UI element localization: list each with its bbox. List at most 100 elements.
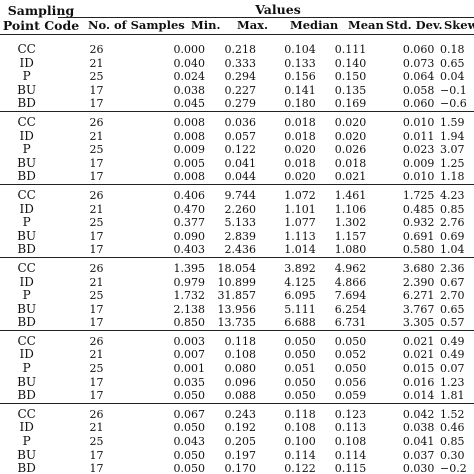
median-cell: 0.100 xyxy=(284,435,316,449)
header-bottom-rule xyxy=(0,34,474,35)
std-dev-cell: 6.271 xyxy=(402,289,435,303)
sampling-point-code-cell: ID xyxy=(19,55,34,70)
min-cell: 0.005 xyxy=(173,156,205,170)
median-cell: 0.020 xyxy=(284,170,316,184)
median-cell: 0.141 xyxy=(284,83,316,97)
std-dev-cell: 0.064 xyxy=(402,70,435,84)
max-cell: 5.133 xyxy=(224,216,256,230)
group-separator xyxy=(0,256,474,262)
max-cell: 0.096 xyxy=(224,375,256,389)
median-cell: 0.020 xyxy=(284,143,316,157)
mean-cell: 0.050 xyxy=(334,362,367,376)
skew-value: 0.49 xyxy=(440,348,465,362)
skew-cell: 0.07 xyxy=(434,362,474,376)
std-dev-cell: 0.021 xyxy=(402,334,435,348)
sample-count-cell: 17 xyxy=(89,375,104,389)
table-row: ID 21 0.470 2.260 1.101 1.106 0.485 0.85 xyxy=(0,202,474,217)
table-header: Sampling Point Code Values No. of Samples… xyxy=(0,0,474,46)
sampling-point-code-cell: BU xyxy=(17,228,37,243)
mean-cell: 0.115 xyxy=(334,462,367,474)
std-dev-cell: 3.680 xyxy=(402,261,435,275)
sample-count-cell: 21 xyxy=(89,348,104,362)
std-dev-cell: 0.021 xyxy=(402,348,435,362)
std-dev-cell: 0.485 xyxy=(402,202,435,216)
std-dev-cell: 0.010 xyxy=(402,115,435,129)
median-cell: 0.180 xyxy=(284,97,316,111)
skew-cell: 1.04 xyxy=(434,243,474,257)
min-cell: 0.403 xyxy=(173,243,205,257)
skew-value: 1.52 xyxy=(440,407,465,421)
sample-count-cell: 25 xyxy=(89,362,104,376)
mean-cell: 6.731 xyxy=(334,316,367,330)
median-cell: 0.018 xyxy=(284,115,316,129)
skew-cell: −0.2 xyxy=(434,462,474,474)
sample-count-cell: 26 xyxy=(89,334,104,348)
sampling-point-code-cell: P xyxy=(22,142,31,157)
sample-count-cell: 26 xyxy=(89,261,104,275)
median-cell: 0.104 xyxy=(284,43,316,56)
mean-cell: 0.056 xyxy=(334,375,367,389)
max-cell: 2.839 xyxy=(224,229,256,243)
mean-cell: 1.302 xyxy=(334,216,367,230)
min-cell: 0.008 xyxy=(173,170,205,184)
sampling-point-code-cell: P xyxy=(22,215,31,230)
min-cell: 0.035 xyxy=(173,375,205,389)
sampling-point-code-cell: BD xyxy=(17,388,36,403)
skew-cell: 0.57 xyxy=(434,316,474,330)
skew-value: 2.70 xyxy=(440,289,465,303)
sampling-point-code-cell: P xyxy=(22,69,31,84)
min-cell: 1.395 xyxy=(173,261,205,275)
mean-cell: 0.113 xyxy=(334,421,367,435)
table-row: BD 17 0.403 2.436 1.014 1.080 0.580 1.04 xyxy=(0,242,474,257)
min-cell: 0.040 xyxy=(173,56,205,70)
std-dev-cell: 1.725 xyxy=(402,188,435,202)
table-row: P 25 0.024 0.294 0.156 0.150 0.064 0.04 xyxy=(0,70,474,84)
median-cell: 0.114 xyxy=(284,448,316,462)
sample-count-cell: 17 xyxy=(89,462,104,474)
sampling-point-code-cell: BD xyxy=(17,96,36,111)
min-cell: 0.009 xyxy=(173,143,205,157)
sampling-point-code-cell: P xyxy=(22,361,31,376)
min-cell: 0.850 xyxy=(173,316,205,330)
max-cell: 0.205 xyxy=(224,435,256,449)
skew-value: 1.94 xyxy=(440,129,465,143)
mean-cell: 0.108 xyxy=(334,435,367,449)
median-cell: 0.108 xyxy=(284,421,316,435)
sampling-point-code-cell: BU xyxy=(17,447,37,462)
sampling-point-code-cell: P xyxy=(22,288,31,303)
skew-value: −0.2 xyxy=(440,462,467,474)
table-row: CC 26 1.395 18.054 3.892 4.962 3.680 2.36 xyxy=(0,261,474,276)
median-cell: 0.133 xyxy=(284,56,316,70)
group-separator xyxy=(0,329,474,335)
mean-cell: 0.050 xyxy=(334,334,367,348)
skew-cell: 3.07 xyxy=(434,143,474,157)
mean-cell: 1.106 xyxy=(334,202,367,216)
min-cell: 0.045 xyxy=(173,97,205,111)
skew-cell: 1.52 xyxy=(434,408,474,422)
table-row: BD 17 0.008 0.044 0.020 0.021 0.010 1.18 xyxy=(0,169,474,184)
sample-count-cell: 17 xyxy=(89,448,104,462)
mean-cell: 1.157 xyxy=(334,229,367,243)
table-row: P 25 1.732 31.857 6.095 7.694 6.271 2.70 xyxy=(0,288,474,303)
table-row: P 25 0.377 5.133 1.077 1.302 0.932 2.76 xyxy=(0,216,474,230)
sample-count-cell: 25 xyxy=(89,70,104,84)
max-cell: 31.857 xyxy=(217,289,256,303)
max-cell: 13.735 xyxy=(217,316,256,330)
median-cell: 0.118 xyxy=(284,407,316,421)
std-dev-cell: 0.014 xyxy=(402,389,435,403)
median-cell: 0.050 xyxy=(284,348,316,362)
skew-cell: 0.85 xyxy=(434,203,474,217)
skew-value: 0.69 xyxy=(440,229,465,243)
table-row: ID 21 0.050 0.192 0.108 0.113 0.038 0.46 xyxy=(0,421,474,435)
mean-cell: 1.461 xyxy=(334,188,367,202)
table-row: BU 17 0.035 0.096 0.050 0.056 0.016 1.23 xyxy=(0,375,474,390)
sample-count-cell: 17 xyxy=(89,243,104,257)
std-dev-cell: 0.580 xyxy=(402,243,435,257)
skew-cell: −0.1 xyxy=(434,84,474,98)
col-header-std-dev: Std. Dev. xyxy=(386,18,443,32)
mean-cell: 7.694 xyxy=(334,289,367,303)
max-cell: 18.054 xyxy=(217,261,256,275)
skew-cell: 0.18 xyxy=(434,43,474,57)
min-cell: 0.090 xyxy=(173,229,205,243)
median-cell: 6.688 xyxy=(284,316,316,330)
